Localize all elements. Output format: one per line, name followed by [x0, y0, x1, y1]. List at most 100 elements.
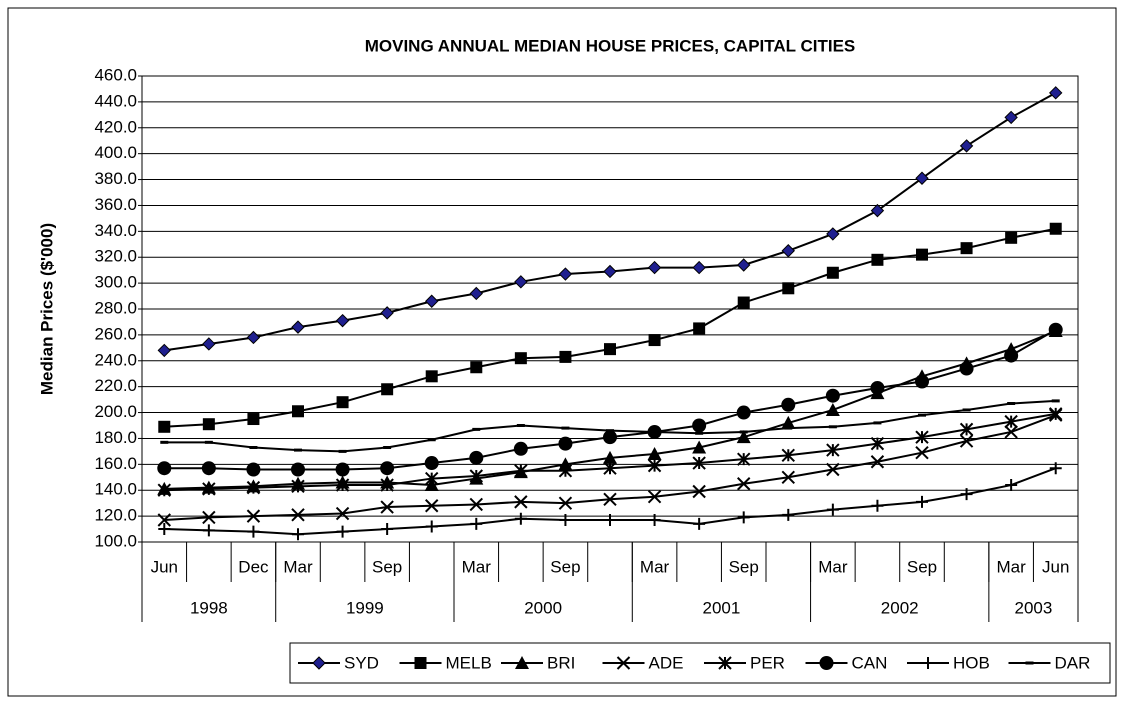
marker — [916, 248, 928, 261]
legend-marker — [515, 656, 529, 669]
marker — [559, 350, 572, 363]
marker — [246, 509, 261, 523]
legend-marker — [312, 656, 326, 670]
marker — [871, 499, 884, 512]
legend-label: SYD — [344, 653, 379, 672]
marker — [201, 461, 216, 476]
marker — [782, 282, 795, 295]
marker — [469, 286, 483, 301]
marker — [469, 450, 484, 465]
marker — [514, 464, 528, 478]
year-label: 2003 — [1015, 598, 1053, 617]
marker — [782, 508, 795, 521]
x-tick-label: Sep — [729, 557, 759, 576]
y-tick-label: 440.0 — [94, 91, 137, 110]
legend-label: ADE — [649, 653, 684, 672]
marker — [335, 478, 350, 492]
marker — [202, 418, 215, 431]
y-tick-label: 140.0 — [94, 480, 137, 499]
marker — [915, 445, 929, 460]
marker — [960, 488, 973, 501]
marker — [871, 253, 884, 266]
x-tick-label: Mar — [462, 557, 492, 576]
x-tick-label: Jun — [151, 557, 178, 576]
marker — [157, 461, 172, 476]
year-label: 2002 — [881, 598, 919, 617]
marker — [247, 525, 260, 538]
marker — [335, 462, 350, 477]
marker — [381, 383, 394, 396]
marker — [915, 171, 929, 185]
marker — [870, 436, 885, 451]
marker — [158, 523, 171, 536]
marker — [916, 495, 928, 508]
legend-marker — [922, 657, 934, 669]
marker — [1004, 425, 1018, 439]
marker — [1005, 479, 1018, 492]
marker — [647, 260, 662, 275]
marker — [603, 430, 617, 445]
marker — [692, 484, 706, 499]
marker — [380, 461, 395, 476]
y-tick-label: 180.0 — [94, 428, 137, 447]
marker — [425, 499, 439, 513]
marker — [693, 517, 706, 530]
marker — [1005, 231, 1018, 244]
marker — [292, 405, 304, 418]
marker — [558, 464, 573, 478]
marker — [692, 456, 706, 470]
marker — [870, 455, 885, 469]
year-label: 2000 — [524, 598, 562, 617]
marker — [202, 482, 216, 496]
x-tick-label: Mar — [997, 557, 1027, 576]
marker — [157, 483, 171, 497]
x-tick-label: Sep — [372, 557, 402, 576]
marker — [1049, 86, 1063, 100]
legend-label: CAN — [852, 653, 888, 672]
marker — [737, 296, 750, 309]
y-tick-label: 260.0 — [94, 324, 137, 343]
marker — [647, 446, 662, 460]
legend-label: MELB — [446, 653, 492, 672]
marker — [603, 264, 617, 279]
marker — [380, 306, 394, 320]
marker — [870, 203, 885, 218]
y-tick-label: 240.0 — [94, 350, 137, 369]
y-tick-label: 100.0 — [94, 531, 137, 550]
marker — [514, 275, 528, 289]
year-label: 1999 — [346, 598, 384, 617]
marker — [291, 462, 305, 477]
marker — [648, 513, 661, 526]
marker — [381, 523, 394, 536]
legend-label: BRI — [547, 653, 575, 672]
marker — [1004, 110, 1018, 125]
marker — [291, 320, 305, 334]
marker — [604, 343, 616, 356]
y-tick-label: 320.0 — [94, 247, 137, 266]
marker — [246, 480, 261, 495]
year-label: 2001 — [703, 598, 741, 617]
marker — [603, 450, 617, 464]
marker — [826, 443, 840, 457]
marker — [246, 330, 261, 345]
marker — [781, 397, 796, 412]
marker — [425, 370, 438, 383]
marker — [291, 479, 305, 494]
marker — [648, 334, 661, 347]
x-tick-label: Dec — [238, 557, 269, 576]
marker — [335, 506, 350, 521]
marker — [158, 420, 171, 433]
chart-title: MOVING ANNUAL MEDIAN HOUSE PRICES, CAPIT… — [365, 36, 856, 55]
marker — [380, 500, 394, 514]
x-tick-label: Mar — [640, 557, 670, 576]
legend-marker — [819, 656, 834, 670]
marker — [469, 469, 483, 483]
marker — [514, 512, 527, 525]
marker — [513, 441, 528, 456]
marker — [514, 352, 527, 365]
y-tick-label: 360.0 — [94, 195, 137, 214]
marker — [604, 513, 616, 526]
legend-marker — [414, 657, 427, 669]
marker — [336, 396, 349, 409]
